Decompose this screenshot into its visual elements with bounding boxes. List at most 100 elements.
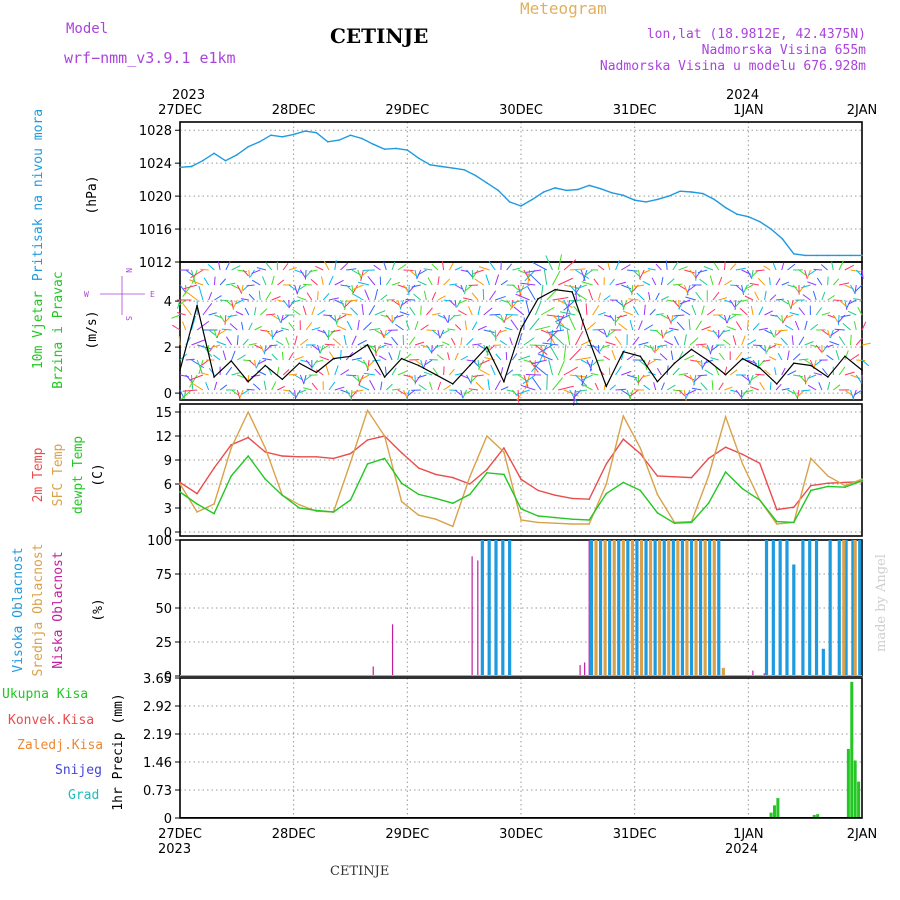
- wind-arrow: [723, 314, 728, 324]
- wind-arrow: [482, 288, 485, 301]
- wind-arrow: [649, 308, 656, 316]
- wind-arrow: [409, 306, 416, 316]
- wind-arrow: [485, 274, 490, 286]
- wind-arrow: [666, 278, 675, 286]
- data-point: [224, 159, 227, 162]
- data-point: [741, 463, 744, 465]
- wind-arrow: [374, 344, 377, 357]
- bar: [792, 564, 796, 676]
- wind-arrow: [516, 284, 530, 294]
- wind-arrow: [454, 324, 462, 331]
- wind-arrow: [350, 389, 353, 401]
- wind-arrow: [432, 312, 441, 316]
- wind-arrow: [623, 310, 633, 316]
- wind-arrow: [208, 329, 216, 336]
- data-point: [196, 503, 198, 505]
- data-point: [469, 364, 471, 367]
- y-tick-label: 1024: [139, 157, 172, 172]
- sfc-temp-ylabel: SFC Temp: [51, 444, 66, 507]
- wind-arrow: [450, 337, 456, 346]
- wind-arrow: [407, 389, 416, 397]
- wind-arrow: [840, 314, 851, 318]
- wind-arrow: [282, 299, 289, 307]
- wind-arrow: [211, 344, 221, 348]
- wind-arrow: [833, 384, 841, 391]
- wind-arrow: [296, 389, 307, 395]
- wind-arrow: [654, 344, 657, 354]
- wind-arrow: [378, 344, 387, 349]
- wind-arrow: [317, 291, 319, 301]
- wind-arrow: [672, 367, 680, 376]
- wind-arrow: [252, 383, 261, 391]
- pressure-panel: Pritisak na nivou mora (hPa) 1012 1016 102…: [31, 109, 863, 281]
- bar: [853, 760, 857, 818]
- bottom-day-label: 29DEC: [385, 827, 429, 842]
- data-point: [383, 435, 386, 437]
- wind-arrow: [735, 284, 744, 293]
- wind-arrow: [781, 281, 790, 286]
- bar: [752, 670, 754, 676]
- wind-arrow: [403, 389, 408, 400]
- wind-arrow: [723, 339, 731, 346]
- wind-arrow: [397, 263, 407, 271]
- wind-arrow: [634, 284, 645, 288]
- data-point: [713, 198, 716, 201]
- wind-arrow: [325, 365, 330, 376]
- wind-arrow: [345, 284, 354, 293]
- wind-arrow: [198, 359, 204, 375]
- data-point: [463, 168, 465, 171]
- wind-arrow: [712, 291, 720, 301]
- wind-arrow: [701, 326, 711, 331]
- wind-arrow: [827, 295, 835, 301]
- city-title: CETINJE: [330, 24, 428, 48]
- wind-arrow: [500, 386, 509, 391]
- wind-arrow: [781, 262, 785, 271]
- wind-arrow: [525, 269, 542, 273]
- bar: [480, 540, 484, 676]
- wind-arrow: [483, 307, 493, 316]
- wind-arrow: [229, 323, 238, 331]
- data-point: [724, 416, 727, 418]
- wind-arrow: [557, 254, 563, 271]
- bar: [801, 540, 805, 676]
- wind-arrow: [661, 296, 669, 301]
- wind-arrow: [810, 323, 819, 331]
- wind-arrow: [352, 389, 364, 393]
- data-point: [707, 360, 710, 362]
- wind-arrow: [752, 322, 760, 331]
- bar: [771, 540, 775, 676]
- wind-arrow: [764, 290, 767, 301]
- wind-arrow: [655, 329, 662, 336]
- data-point: [827, 485, 829, 488]
- wind-arrow: [483, 329, 495, 333]
- wind-arrow: [816, 277, 823, 286]
- wind-arrow: [300, 338, 309, 346]
- wind-arrow: [323, 314, 333, 317]
- data-point: [810, 457, 812, 460]
- bottom-time-axis: 27DEC 28DEC 29DEC 30DEC 31DEC 1JAN 2JAN 2023 2…: [158, 827, 877, 857]
- wind-arrow: [463, 297, 473, 301]
- wind-arrow: [524, 269, 536, 282]
- data-point: [503, 451, 505, 453]
- panel-frame: [179, 261, 863, 401]
- wind-arrow: [543, 269, 548, 286]
- wind-arrow: [632, 269, 641, 278]
- wind-arrow: [792, 353, 801, 361]
- wind-arrow: [861, 359, 870, 367]
- data-point: [861, 369, 863, 371]
- top-day-label: 28DEC: [272, 103, 316, 118]
- wind-arrow: [288, 299, 296, 309]
- wind-arrow: [525, 300, 531, 316]
- data-point: [588, 523, 590, 525]
- y-tick-label: 2.92: [143, 700, 172, 715]
- data-point: [201, 159, 204, 162]
- legend-total-rain: Ukupna Kisa: [2, 687, 88, 702]
- wind-arrow: [855, 269, 863, 277]
- wind-arrow: [366, 359, 370, 372]
- bar: [639, 540, 644, 676]
- wind-arrow: [222, 350, 227, 361]
- wind-arrow: [701, 305, 705, 316]
- data-point: [298, 456, 301, 458]
- bottom-day-label: 2JAN: [847, 827, 878, 842]
- y-tick-label: 0: [164, 812, 172, 827]
